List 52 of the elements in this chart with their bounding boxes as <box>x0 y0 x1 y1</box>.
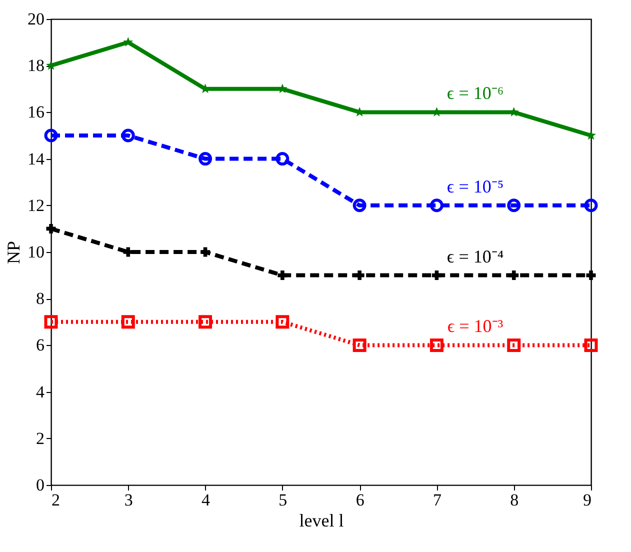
point <box>354 270 364 280</box>
y-tick-label: 12 <box>28 196 44 215</box>
y-tick-label: 14 <box>28 149 45 168</box>
point <box>352 198 366 212</box>
point <box>586 130 596 140</box>
point <box>586 270 596 280</box>
series-label: ϵ = 10⁻⁶ <box>446 83 504 104</box>
point <box>276 152 290 166</box>
point <box>276 315 290 329</box>
y-tick-label: 18 <box>28 56 44 76</box>
point <box>507 198 521 212</box>
point <box>430 338 444 352</box>
point <box>200 247 210 257</box>
y-tick-label: 16 <box>28 102 44 122</box>
point <box>198 315 212 329</box>
point <box>44 315 58 329</box>
point <box>432 270 442 280</box>
y-tick-label: 20 <box>28 10 44 28</box>
series-label: ϵ = 10⁻⁵ <box>446 176 504 196</box>
x-tick-label: 7 <box>432 490 442 510</box>
point <box>507 338 521 352</box>
point <box>44 128 58 142</box>
x-tick-label: 8 <box>510 490 519 510</box>
y-tick-label: 6 <box>36 336 44 355</box>
x-tick-label: 5 <box>278 490 288 510</box>
series-label: ϵ = 10⁻⁴ <box>446 246 504 266</box>
y-tick-label: 4 <box>36 382 45 402</box>
y-axis-title: NP <box>4 240 24 264</box>
x-tick-label: 2 <box>52 490 60 510</box>
point <box>352 338 366 352</box>
point <box>278 270 288 280</box>
point <box>430 198 444 212</box>
point <box>584 338 598 352</box>
point <box>509 270 519 280</box>
point <box>46 60 56 70</box>
point <box>121 315 135 329</box>
x-tick-label: 4 <box>202 490 211 510</box>
point <box>198 152 212 166</box>
point <box>121 128 135 142</box>
x-tick-label: 9 <box>583 490 592 510</box>
point <box>123 37 134 47</box>
point <box>123 247 133 257</box>
series-label: ϵ = 10⁻³ <box>447 316 504 336</box>
y-tick-label: 2 <box>36 428 44 448</box>
y-tick-label: 10 <box>28 242 44 262</box>
point <box>584 198 598 212</box>
x-tick-label: 6 <box>356 490 364 510</box>
point <box>46 224 56 234</box>
y-tick-label: 0 <box>36 476 44 494</box>
x-axis-title: level l <box>299 510 344 530</box>
y-tick-label: 8 <box>36 289 44 308</box>
x-tick-label: 3 <box>124 490 133 510</box>
